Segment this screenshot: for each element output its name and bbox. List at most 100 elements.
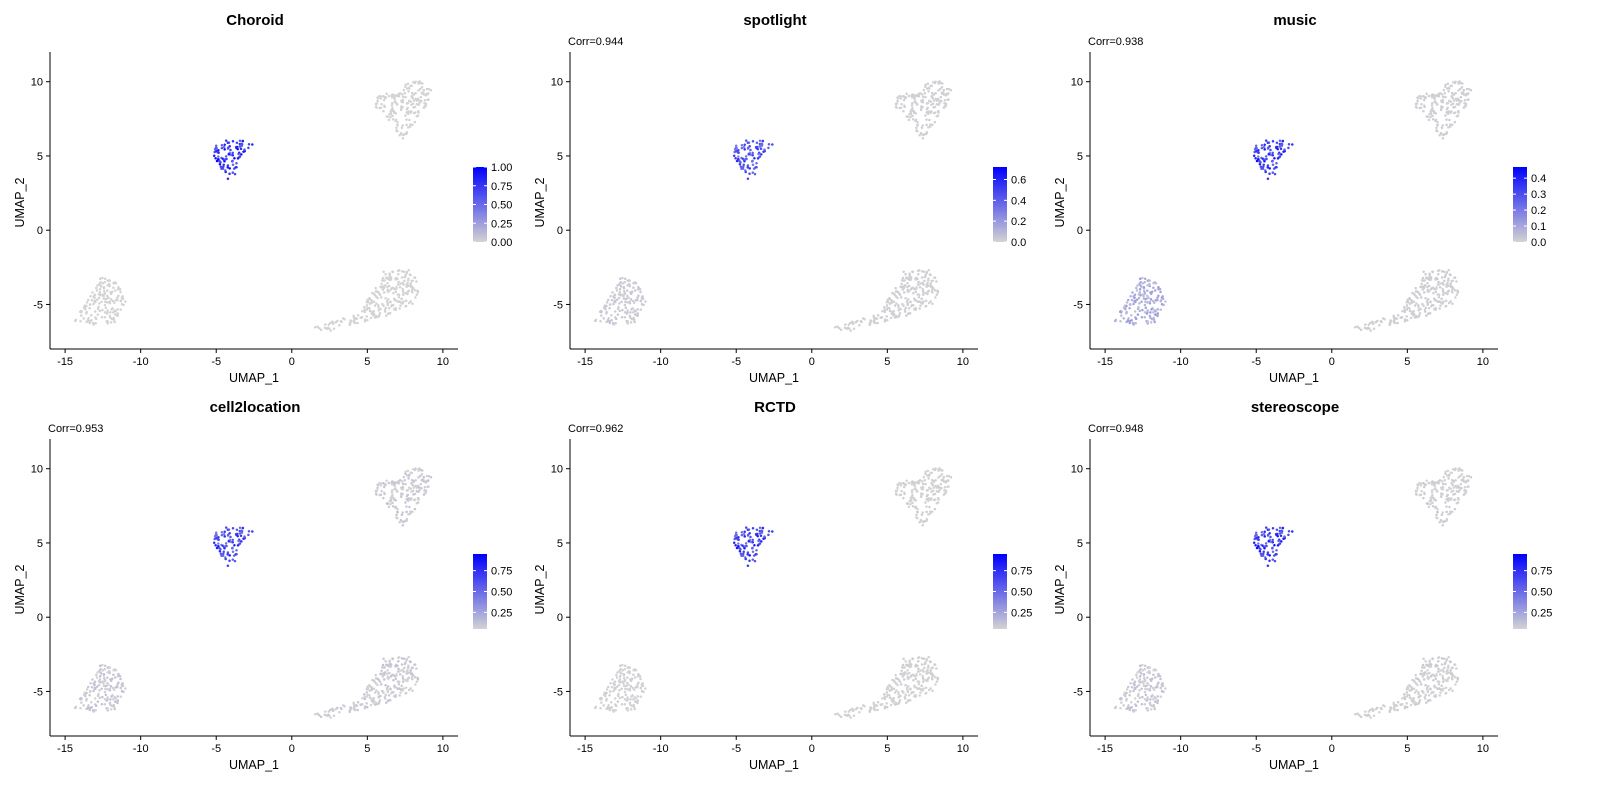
x-tick-label: 5 xyxy=(884,356,890,368)
data-point xyxy=(380,665,384,669)
data-point xyxy=(332,327,336,331)
data-point xyxy=(637,673,640,676)
data-point xyxy=(935,680,939,683)
data-point xyxy=(631,694,634,697)
x-tick-label: 0 xyxy=(289,356,295,368)
data-point xyxy=(1389,706,1392,709)
data-point xyxy=(390,491,394,494)
data-point xyxy=(1446,668,1449,672)
data-point xyxy=(623,292,627,296)
data-point xyxy=(1427,481,1431,485)
data-point xyxy=(384,95,387,99)
data-point xyxy=(1461,478,1465,481)
data-point xyxy=(92,689,95,693)
data-point xyxy=(376,683,379,687)
data-point xyxy=(914,487,917,490)
data-point xyxy=(1263,535,1266,538)
data-point xyxy=(930,497,933,500)
data-point xyxy=(618,302,621,305)
data-point xyxy=(629,708,633,711)
data-point xyxy=(1469,476,1473,479)
data-point xyxy=(644,300,647,303)
data-point xyxy=(1431,657,1434,660)
data-point xyxy=(1159,290,1162,294)
data-point xyxy=(1444,299,1448,303)
data-point xyxy=(631,704,635,707)
data-point xyxy=(113,320,116,324)
data-point xyxy=(903,491,906,494)
data-point xyxy=(755,528,759,532)
data-point xyxy=(615,289,619,292)
data-point xyxy=(97,293,101,296)
data-point xyxy=(885,308,889,311)
data-point xyxy=(384,663,388,667)
data-point xyxy=(898,698,902,702)
data-point xyxy=(112,281,115,285)
data-point xyxy=(1143,702,1147,706)
data-point xyxy=(914,663,918,667)
data-point xyxy=(734,144,738,147)
data-point xyxy=(400,663,404,666)
data-point xyxy=(1154,281,1158,285)
data-point xyxy=(1143,292,1147,296)
data-point xyxy=(1164,687,1167,690)
data-point xyxy=(1264,139,1268,142)
data-point xyxy=(372,679,375,682)
data-point xyxy=(926,110,930,114)
data-point xyxy=(384,273,387,276)
data-point xyxy=(612,302,615,306)
data-point xyxy=(388,274,391,277)
data-point xyxy=(1271,538,1274,542)
data-point xyxy=(906,669,909,672)
x-tick-label: -15 xyxy=(57,356,73,368)
data-point xyxy=(1439,495,1443,499)
data-point xyxy=(906,689,909,693)
data-point xyxy=(1456,501,1460,504)
data-point xyxy=(103,280,106,284)
data-point xyxy=(385,479,388,483)
data-point xyxy=(1262,165,1265,169)
data-point xyxy=(1148,671,1152,675)
data-point xyxy=(934,97,937,101)
data-point xyxy=(628,701,632,705)
data-point xyxy=(914,686,918,689)
data-point xyxy=(922,520,925,524)
data-point xyxy=(396,507,399,511)
data-point xyxy=(899,484,903,487)
data-point xyxy=(1152,311,1155,314)
data-point xyxy=(929,510,932,513)
data-point xyxy=(421,91,425,94)
data-point xyxy=(96,700,100,703)
data-point xyxy=(900,102,903,106)
data-point xyxy=(618,309,622,313)
data-point xyxy=(1446,474,1449,477)
data-point xyxy=(397,93,401,96)
data-point xyxy=(625,312,629,315)
data-point xyxy=(629,678,632,681)
data-point xyxy=(1291,530,1294,533)
data-point xyxy=(113,289,117,292)
data-point xyxy=(332,709,335,712)
data-point xyxy=(379,106,383,110)
data-point xyxy=(1138,675,1142,678)
x-tick-label: 0 xyxy=(809,356,815,368)
data-point xyxy=(95,685,99,688)
data-point xyxy=(1279,534,1283,538)
data-point xyxy=(907,505,911,509)
data-point xyxy=(404,501,407,504)
data-point xyxy=(886,686,889,689)
data-point xyxy=(735,159,739,163)
data-point xyxy=(1441,674,1444,678)
data-point xyxy=(1451,483,1454,486)
data-point xyxy=(404,686,408,690)
data-point xyxy=(833,326,837,329)
data-point xyxy=(410,110,413,113)
data-point xyxy=(1442,133,1445,137)
data-point xyxy=(109,321,113,324)
data-point xyxy=(1275,533,1278,537)
data-point xyxy=(88,690,92,694)
data-point xyxy=(931,288,934,291)
data-point xyxy=(419,95,423,99)
data-point xyxy=(925,270,929,274)
data-point xyxy=(368,306,371,310)
